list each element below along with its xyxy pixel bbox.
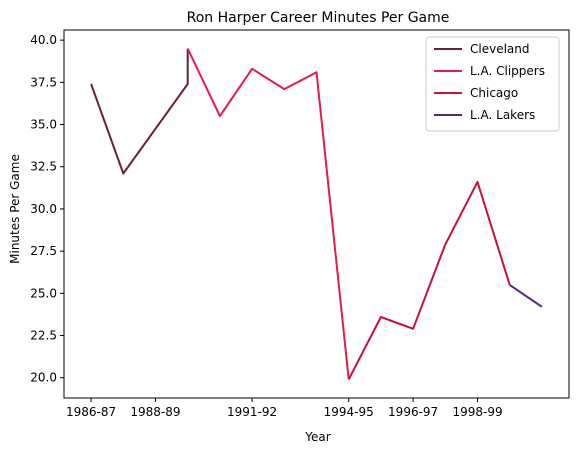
- y-tick-label: 37.5: [30, 75, 57, 89]
- y-tick-label: 35.0: [30, 118, 57, 132]
- y-tick-label: 20.0: [30, 371, 57, 385]
- y-tick-label: 27.5: [30, 244, 57, 258]
- x-tick-label: 1988-89: [130, 405, 180, 419]
- legend-label: L.A. Lakers: [470, 108, 535, 122]
- x-tick-label: 1991-92: [227, 405, 277, 419]
- y-tick-label: 25.0: [30, 286, 57, 300]
- legend-label: L.A. Clippers: [470, 64, 545, 78]
- chart-title: Ron Harper Career Minutes Per Game: [187, 10, 450, 26]
- x-tick-label: 1996-97: [388, 405, 438, 419]
- x-axis-label: Year: [304, 430, 330, 444]
- x-tick-label: 1994-95: [324, 405, 374, 419]
- x-axis: 1986-87 1988-89 1991-92 1994-95 1996-97 1998-…: [66, 398, 503, 419]
- series-line-cleveland: [90, 48, 189, 175]
- y-tick-label: 32.5: [30, 160, 57, 174]
- legend-label: Chicago: [470, 86, 518, 100]
- series-line-l-a-clippers: [186, 48, 350, 380]
- x-tick-label: 1998-99: [452, 405, 502, 419]
- x-tick-label: 1986-87: [66, 405, 116, 419]
- legend: Cleveland L.A. Clippers Chicago L.A. Lakers: [425, 36, 560, 132]
- series-line-l-a-lakers: [509, 284, 543, 308]
- legend-label: Cleveland: [470, 42, 530, 56]
- y-tick-label: 40.0: [30, 33, 57, 47]
- y-axis-label: Minutes Per Game: [8, 154, 22, 264]
- legend-box: [425, 36, 560, 132]
- y-axis: 20.0 22.5 25.0 27.5 30.0 32.5 35.0 37.5 40.0: [30, 33, 64, 385]
- plot-frame: [63, 29, 570, 399]
- series-lines: [90, 48, 543, 380]
- series-line-chicago: [347, 180, 511, 380]
- y-tick-label: 22.5: [30, 329, 57, 343]
- y-tick-label: 30.0: [30, 202, 57, 216]
